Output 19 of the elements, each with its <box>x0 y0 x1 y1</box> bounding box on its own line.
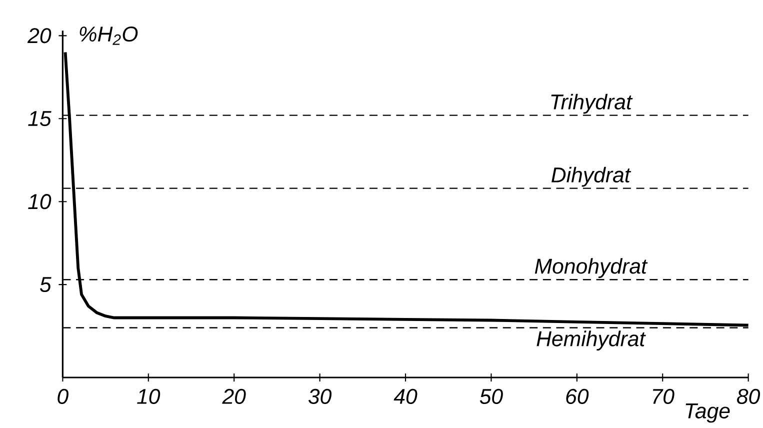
x-tick-label: 70 <box>652 388 674 404</box>
y-tick-label: 20 <box>27 28 52 44</box>
x-tick-label: 80 <box>737 388 760 404</box>
x-tick-label: 10 <box>137 388 160 404</box>
ref-line-label: Hemihydrat <box>536 330 646 350</box>
x-tick-label: 60 <box>566 388 589 404</box>
x-tick-label: 50 <box>480 388 503 404</box>
ref-line-label: Monohydrat <box>534 258 648 278</box>
x-tick-label: 20 <box>222 388 246 404</box>
x-tick-label: 30 <box>308 388 332 404</box>
y-tick-label: 5 <box>40 277 52 292</box>
y-tick-label: 10 <box>28 194 52 210</box>
ref-line-label: Dihydrat <box>552 166 632 187</box>
x-axis-title: Tage <box>686 403 730 423</box>
ref-line-label: Trihydrat <box>551 94 633 114</box>
y-axis-title: %H$_{2}$O <box>80 26 138 45</box>
y-tick-label: 15 <box>28 111 52 126</box>
x-tick-label: 0 <box>58 388 68 404</box>
x-tick-label: 40 <box>394 388 418 404</box>
